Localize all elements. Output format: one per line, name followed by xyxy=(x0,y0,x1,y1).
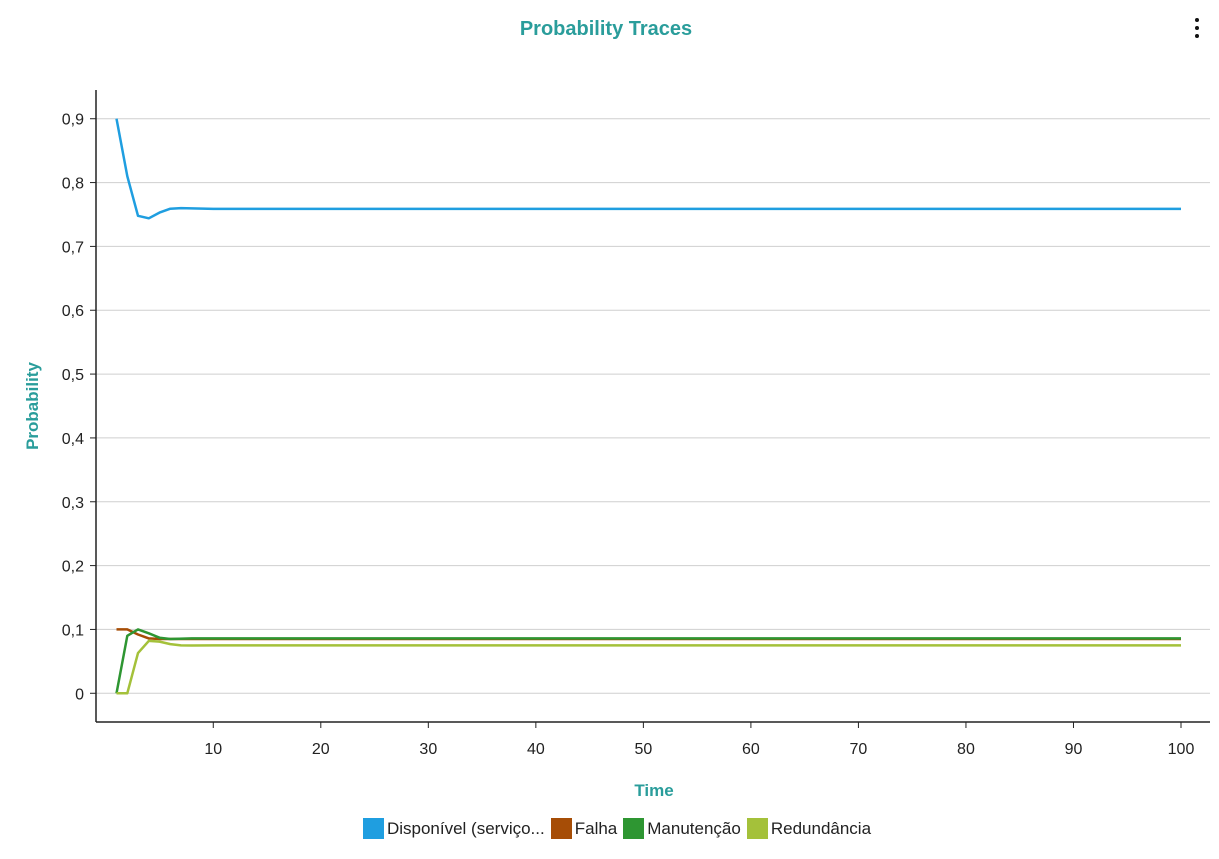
y-tick-label: 0,5 xyxy=(62,367,84,384)
x-tick-label: 70 xyxy=(850,741,868,758)
legend-item[interactable]: Manutenção xyxy=(623,818,741,839)
series-line-dispon-vel-servi-o[interactable] xyxy=(115,118,1182,220)
y-tick-label: 0,6 xyxy=(62,303,84,320)
y-tick-label: 0,9 xyxy=(62,112,84,129)
legend-label: Falha xyxy=(574,818,618,838)
x-tick-label: 50 xyxy=(634,741,652,758)
x-tick-label: 60 xyxy=(742,741,760,758)
y-tick-label: 0,4 xyxy=(62,431,84,448)
y-tick-label: 0 xyxy=(75,686,84,703)
x-axis-ticks: 10 20 30 40 50 60 70 80 90 100 xyxy=(204,722,1194,758)
grid-lines xyxy=(96,118,1210,694)
x-tick-label: 30 xyxy=(419,741,437,758)
x-tick-label: 20 xyxy=(312,741,330,758)
x-axis-title: Time xyxy=(634,781,673,800)
more-options-button[interactable] xyxy=(1186,15,1208,41)
menu-dot-icon xyxy=(1195,34,1199,38)
x-tick-label: 80 xyxy=(957,741,975,758)
x-tick-label: 10 xyxy=(204,741,222,758)
menu-dot-icon xyxy=(1195,18,1199,22)
legend-item[interactable]: Falha xyxy=(550,818,618,839)
x-tick-label: 40 xyxy=(527,741,545,758)
x-tick-label: 90 xyxy=(1065,741,1083,758)
legend-label: Redundância xyxy=(770,818,872,838)
y-axis-title: Probability xyxy=(23,362,42,450)
x-tick-label: 100 xyxy=(1168,741,1195,758)
chart-title: Probability Traces xyxy=(519,18,693,40)
legend: Disponível (serviço... Falha Manutenção Red… xyxy=(0,818,1219,844)
legend-label: Disponível (serviço... xyxy=(386,818,545,838)
legend-swatch xyxy=(623,818,645,839)
series-line-manuten-o[interactable] xyxy=(115,628,1182,694)
legend-swatch xyxy=(362,818,384,839)
series-lines xyxy=(115,118,1182,695)
y-tick-label: 0,8 xyxy=(62,176,84,193)
series-line-redund-ncia[interactable] xyxy=(116,639,1182,695)
y-tick-label: 0,7 xyxy=(62,239,84,256)
menu-dot-icon xyxy=(1195,26,1199,30)
y-tick-label: 0,1 xyxy=(62,622,84,639)
y-axis-ticks: 0 0,1 0,2 0,3 0,4 0,5 0,6 0,7 0,8 0,9 xyxy=(62,112,96,703)
legend-label: Manutenção xyxy=(647,818,741,838)
legend-swatch xyxy=(550,818,572,839)
y-tick-label: 0,3 xyxy=(62,495,84,512)
legend-item[interactable]: Disponível (serviço... xyxy=(362,818,545,839)
y-tick-label: 0,2 xyxy=(62,559,84,576)
legend-swatch xyxy=(746,818,768,839)
legend-item[interactable]: Redundância xyxy=(746,818,872,839)
